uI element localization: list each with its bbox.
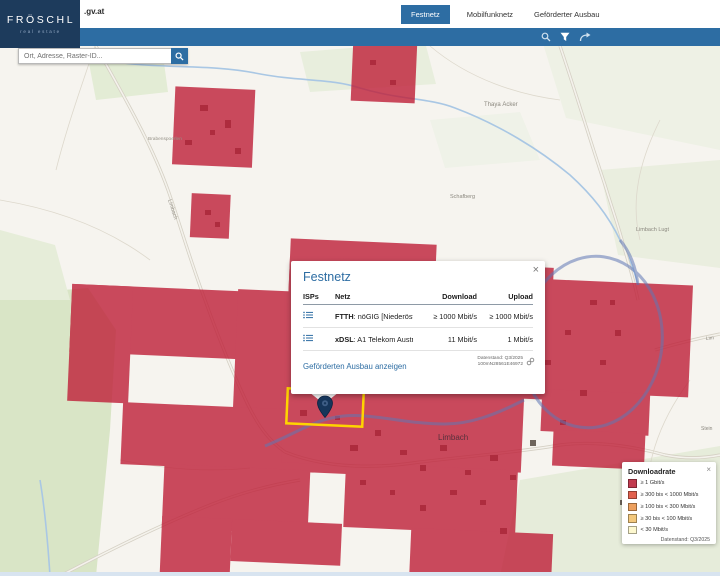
site-domain-text: .gv.at	[84, 7, 105, 16]
label-stein: Stein	[701, 426, 713, 432]
map-marker-pin[interactable]	[316, 395, 334, 424]
row-download: ≥ 1000 Mbit/s	[433, 311, 477, 321]
legend-label: ≥ 30 bis < 100 Mbit/s	[640, 515, 693, 522]
row-upload: ≥ 1000 Mbit/s	[489, 311, 533, 321]
close-icon[interactable]: ×	[532, 264, 539, 276]
festnetz-popup: Festnetz × ISPs Netz Download Upload FTT…	[291, 261, 545, 394]
search-button-icon	[175, 49, 184, 64]
legend-title: Downloadrate	[628, 467, 676, 476]
legend-label: < 30 Mbit/s	[640, 527, 669, 534]
attribution-strip	[0, 572, 720, 576]
popup-raster-id: 100mN28561E46972	[477, 362, 523, 367]
legend-item: ≥ 300 bis < 1000 Mbit/s	[628, 490, 710, 500]
popup-stamp: Datenstand: Q3/2025 100mN28561E46972	[477, 353, 535, 371]
gefoerderten-ausbau-link[interactable]: Geförderten Ausbau anzeigen	[303, 362, 407, 371]
legend-item: ≥ 1 Gbit/s	[628, 479, 710, 488]
legend-label: ≥ 1 Gbit/s	[640, 480, 665, 487]
label-limbach-village: Limbach	[438, 433, 468, 442]
list-icon[interactable]	[303, 334, 335, 344]
legend-label: ≥ 300 bis < 1000 Mbit/s	[640, 492, 699, 499]
search-icon[interactable]	[541, 32, 551, 42]
legend-item: < 30 Mbit/s	[628, 525, 710, 535]
label-schafberg: Schafberg	[450, 194, 475, 200]
top-header-bar: .gv.at Festnetz Mobilfunknetz Geförderte…	[0, 0, 720, 28]
stream-lines	[39, 54, 639, 576]
logo-name: FRÖSCHL	[6, 14, 76, 26]
row-provider: : nöGIG [Niederösterreichis...	[353, 311, 413, 321]
col-netz: Netz	[335, 292, 351, 301]
list-icon[interactable]	[303, 311, 335, 321]
popup-footer: Geförderten Ausbau anzeigen Datenstand: …	[303, 353, 535, 371]
col-download: Download	[442, 292, 477, 301]
link-icon[interactable]	[526, 353, 535, 371]
row-netz: xDSL: A1 Telekom Austria AG	[335, 335, 413, 344]
legend-swatch	[628, 502, 637, 512]
legend-swatch	[628, 525, 637, 535]
label-limbach-lugt: Limbach Lugt	[636, 227, 669, 233]
tab-mobilfunknetz[interactable]: Mobilfunknetz	[466, 9, 514, 19]
label-brabenspoerlen: Brabenspoerlen	[148, 136, 182, 142]
row-tech: FTTH	[335, 311, 354, 321]
row-tech: xDSL	[335, 334, 354, 344]
col-upload: Upload	[508, 292, 533, 301]
table-row: FTTH: nöGIG [Niederösterreichis... ≥ 100…	[303, 305, 533, 328]
filter-icon[interactable]	[560, 32, 570, 42]
tab-festnetz[interactable]: Festnetz	[401, 4, 450, 24]
legend-item: ≥ 100 bis < 300 Mbit/s	[628, 502, 710, 512]
map-search	[18, 48, 188, 64]
toolbar	[0, 28, 720, 46]
logo-tagline: real estate	[20, 29, 61, 34]
legend-item: ≥ 30 bis < 100 Mbit/s	[628, 514, 710, 523]
row-netz: FTTH: nöGIG [Niederösterreichis...	[335, 312, 413, 321]
froeschl-logo: FRÖSCHL real estate	[0, 0, 80, 48]
row-download: 11 Mbit/s	[447, 334, 477, 344]
legend-label: ≥ 100 bis < 300 Mbit/s	[640, 503, 696, 510]
legend-swatch	[628, 479, 637, 488]
popup-table-header: ISPs Netz Download Upload	[303, 292, 533, 305]
legend-swatch	[628, 490, 637, 500]
col-isps: ISPs	[303, 292, 319, 301]
share-icon[interactable]	[579, 32, 592, 42]
row-upload: 1 Mbit/s	[507, 334, 533, 344]
label-lim-partial: Lim	[706, 335, 715, 342]
search-input[interactable]	[18, 48, 171, 64]
search-submit-button[interactable]	[171, 48, 188, 64]
popup-title: Festnetz	[303, 270, 351, 284]
tab-gefoerderter-ausbau[interactable]: Geförderter Ausbau	[534, 9, 600, 19]
main-nav-tabs: Festnetz Mobilfunknetz Geförderter Ausba…	[401, 0, 604, 28]
legend-close-icon[interactable]: ×	[706, 465, 711, 474]
popup-datenstand: Datenstand: Q3/2025	[477, 355, 523, 361]
download-rate-legend: Downloadrate × ≥ 1 Gbit/s ≥ 300 bis < 10…	[622, 462, 716, 544]
label-thaya-acker: Thaya Äcker	[484, 101, 518, 108]
row-provider: : A1 Telekom Austria AG	[353, 334, 413, 344]
legend-datenstand: Datenstand: Q3/2025	[660, 537, 710, 544]
table-row: xDSL: A1 Telekom Austria AG 11 Mbit/s 1 …	[303, 328, 533, 351]
legend-swatch	[628, 514, 637, 523]
